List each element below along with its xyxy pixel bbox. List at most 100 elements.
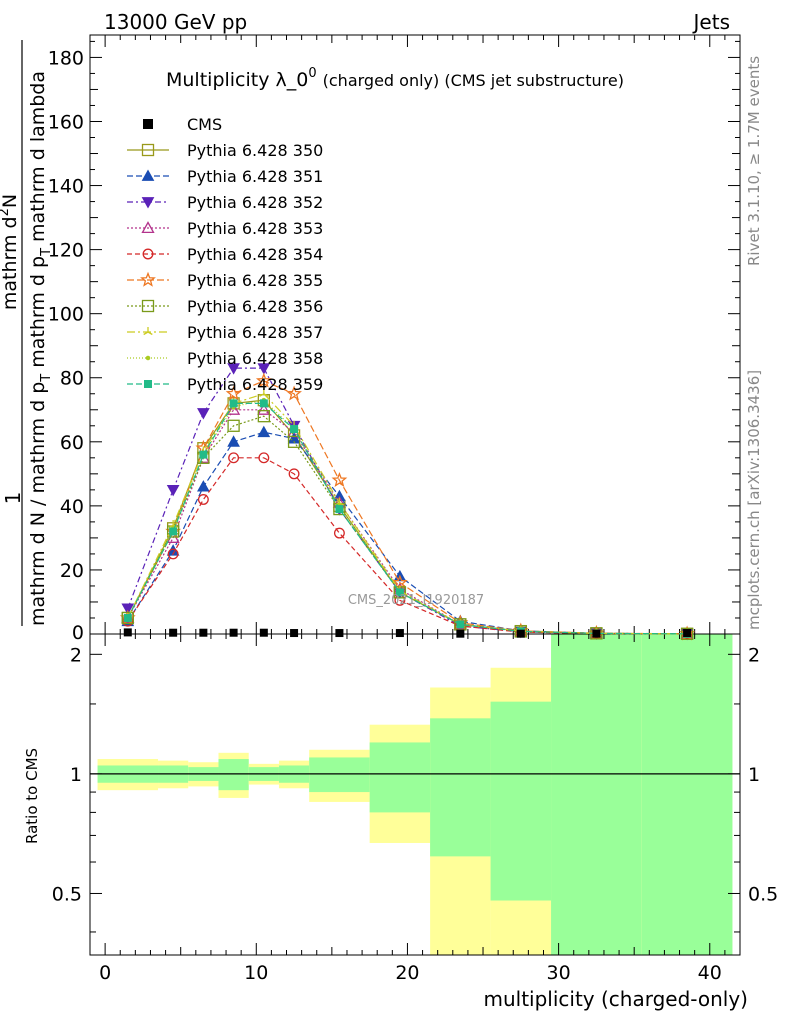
series-point (287, 432, 301, 444)
cms-point (123, 628, 132, 637)
watermark: CMS_2021_I1920187 (348, 593, 484, 608)
series-point-arm (334, 502, 340, 506)
series-line (127, 415, 688, 635)
title-superscript: 0 (308, 66, 316, 81)
series-point (334, 497, 345, 506)
legend-label: Pythia 6.428 352 (187, 193, 323, 212)
series-point (257, 425, 271, 438)
y-tick-label: 60 (60, 432, 84, 454)
cms-data-points (123, 628, 692, 638)
legend-marker (141, 143, 155, 157)
series-point (197, 494, 209, 505)
cms-point (683, 629, 692, 638)
cms-point (290, 629, 299, 638)
series-point (169, 527, 178, 536)
series-354 (122, 452, 693, 640)
svg-text:Multiplicity λ_00(charged only: Multiplicity λ_00 (charged only) (CMS jet… (166, 66, 624, 91)
legend-cms-label: CMS (187, 115, 222, 134)
series-point (166, 484, 180, 497)
series-point (255, 372, 272, 388)
cms-point (335, 629, 344, 638)
series-point (391, 574, 408, 590)
series-point (121, 611, 134, 625)
series-point (227, 419, 240, 432)
legend-cms-marker (143, 119, 153, 129)
series-point-arm (339, 502, 345, 506)
series-point (257, 363, 271, 375)
ylabel-prefix: 1 (1, 492, 25, 505)
y-tick-label: 140 (48, 176, 84, 198)
cms-point (456, 629, 465, 638)
y-tick-label: 180 (48, 47, 84, 69)
ratio-band-inner (430, 718, 491, 857)
series-point (286, 385, 302, 401)
cms-point (169, 628, 178, 637)
x-tick-label: 0 (99, 962, 111, 984)
ratio-tick-label-left: 0.5 (52, 883, 82, 905)
x-axis-label: multiplicity (charged-only) (483, 987, 748, 1011)
series-point (257, 410, 270, 423)
rivet-side-label: Rivet 3.1.10, ≥ 1.7M events (745, 56, 763, 266)
series-point (395, 588, 404, 597)
series-line (127, 457, 688, 635)
x-tick-label: 40 (698, 962, 722, 984)
y-tick-label: 120 (48, 240, 84, 262)
ratio-tick-label-right: 1 (748, 764, 760, 786)
ratio-tick-label-left: 1 (70, 764, 82, 786)
x-tick-label: 10 (244, 962, 268, 984)
series-point (227, 435, 240, 447)
legend-marker (140, 271, 156, 287)
series-point (290, 424, 299, 433)
legend-label: Pythia 6.428 356 (187, 297, 323, 316)
series-point (121, 603, 135, 615)
legend-marker (141, 169, 155, 181)
ratio-band-inner (641, 634, 733, 955)
legend-label: Pythia 6.428 357 (187, 323, 323, 342)
cms-point (259, 628, 268, 637)
legend-marker-arm (143, 331, 149, 336)
ratio-band-inner (369, 742, 431, 813)
series-line (127, 402, 688, 635)
series-point-arm (168, 524, 174, 529)
series-point (229, 399, 238, 408)
legend-label: Pythia 6.428 359 (187, 375, 323, 394)
series-point-arm (263, 393, 269, 397)
series-point (167, 548, 179, 560)
series-point (228, 452, 240, 464)
legend-label: Pythia 6.428 354 (187, 245, 323, 264)
y-tick-label: 80 (60, 368, 84, 390)
cms-point (199, 628, 208, 637)
ratio-tick-label-right: 0.5 (748, 883, 778, 905)
series-line (127, 399, 688, 635)
title-subtitle: (charged only) (CMS jet substructure) (323, 71, 624, 90)
legend-marker (143, 327, 153, 336)
y-axis-label-top: 1 mathrm d N / mathrm d pTmathrm d pTmat… (0, 40, 54, 626)
cms-point (592, 629, 601, 638)
x-tick-label: 30 (547, 962, 571, 984)
legend-marker (145, 355, 151, 361)
legend-label: Pythia 6.428 351 (187, 167, 323, 186)
series-point-arm (259, 393, 265, 397)
series-point (331, 471, 348, 487)
ratio-tick-label-left: 2 (70, 644, 82, 666)
ratio-tick-label-right: 2 (748, 644, 760, 666)
cms-point (229, 628, 238, 637)
ylabel-denominator: mathrm d N / mathrm d pTmathrm d pTmathr… (27, 71, 54, 626)
y-tick-label: 100 (48, 304, 84, 326)
y-tick-label: 20 (60, 560, 84, 582)
legend-marker (144, 380, 152, 388)
series-point (199, 450, 208, 459)
legend-marker (141, 221, 155, 234)
legend-marker (142, 248, 154, 260)
mcplots-side-label: mcplots.cern.ch [arXiv:1306.3436] (745, 370, 763, 630)
title-main: Multiplicity λ_0 (166, 69, 308, 91)
series-point (333, 527, 345, 539)
y-tick-label: 160 (48, 111, 84, 133)
legend-marker (141, 299, 155, 313)
legend-label: Pythia 6.428 353 (187, 219, 323, 238)
series-point (288, 468, 300, 480)
cms-point (395, 629, 404, 638)
